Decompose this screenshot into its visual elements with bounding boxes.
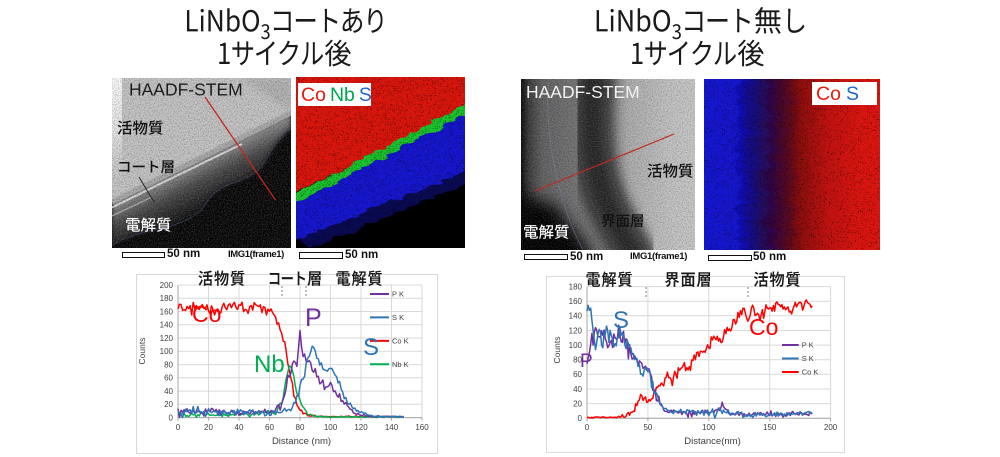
svg-text:150: 150 xyxy=(763,423,777,432)
svg-text:Distance (nm): Distance (nm) xyxy=(272,436,331,447)
svg-text:Nb: Nb xyxy=(254,351,285,378)
svg-text:120: 120 xyxy=(160,334,174,343)
svg-text:80: 80 xyxy=(573,356,582,365)
svg-text:Co: Co xyxy=(192,301,221,327)
svg-text:Counts: Counts xyxy=(552,337,562,364)
svg-text:50: 50 xyxy=(643,423,652,432)
svg-text:40: 40 xyxy=(573,385,582,394)
svg-text:S K: S K xyxy=(802,354,814,363)
svg-text:80: 80 xyxy=(296,423,305,432)
svg-text:HAADF-STEM: HAADF-STEM xyxy=(129,80,243,100)
svg-text:160: 160 xyxy=(160,307,174,316)
svg-text:60: 60 xyxy=(265,423,274,432)
svg-text:P: P xyxy=(580,351,593,372)
svg-text:140: 140 xyxy=(385,423,399,432)
svg-text:Co K: Co K xyxy=(392,337,409,346)
svg-text:100: 100 xyxy=(702,423,716,432)
svg-text:Counts: Counts xyxy=(137,338,147,365)
svg-text:200: 200 xyxy=(160,281,174,290)
svg-text:CoS: Co S xyxy=(816,83,859,105)
svg-text:120: 120 xyxy=(354,423,368,432)
svg-text:Co K: Co K xyxy=(802,368,819,377)
svg-text:180: 180 xyxy=(569,282,583,291)
svg-text:Co: Co xyxy=(749,314,778,340)
svg-text:S: S xyxy=(363,334,379,361)
svg-text:100: 100 xyxy=(324,423,338,432)
svg-text:20: 20 xyxy=(573,399,582,408)
svg-text:S: S xyxy=(613,307,629,334)
svg-text:40: 40 xyxy=(164,387,173,396)
svg-text:120: 120 xyxy=(569,326,583,335)
svg-text:60: 60 xyxy=(164,374,173,383)
svg-text:HAADF-STEM: HAADF-STEM xyxy=(526,82,640,102)
svg-text:100: 100 xyxy=(160,347,174,356)
svg-text:0: 0 xyxy=(585,423,590,432)
svg-text:160: 160 xyxy=(569,297,583,306)
svg-text:20: 20 xyxy=(164,400,173,409)
svg-text:100: 100 xyxy=(569,341,583,350)
svg-text:P K: P K xyxy=(802,341,814,350)
svg-text:S K: S K xyxy=(392,313,404,322)
svg-text:0: 0 xyxy=(176,423,181,432)
svg-text:140: 140 xyxy=(569,312,583,321)
svg-text:160: 160 xyxy=(415,423,429,432)
svg-text:60: 60 xyxy=(573,370,582,379)
svg-text:140: 140 xyxy=(160,321,174,330)
svg-text:40: 40 xyxy=(235,423,244,432)
svg-text:Distance(nm): Distance(nm) xyxy=(684,436,741,447)
svg-text:180: 180 xyxy=(160,294,174,303)
svg-text:P K: P K xyxy=(392,290,404,299)
svg-text:200: 200 xyxy=(824,423,838,432)
svg-text:80: 80 xyxy=(164,360,173,369)
svg-text:0: 0 xyxy=(578,414,583,423)
svg-text:Nb K: Nb K xyxy=(392,360,409,369)
svg-text:20: 20 xyxy=(204,423,213,432)
svg-text:0: 0 xyxy=(169,413,174,422)
svg-text:P: P xyxy=(305,304,322,332)
